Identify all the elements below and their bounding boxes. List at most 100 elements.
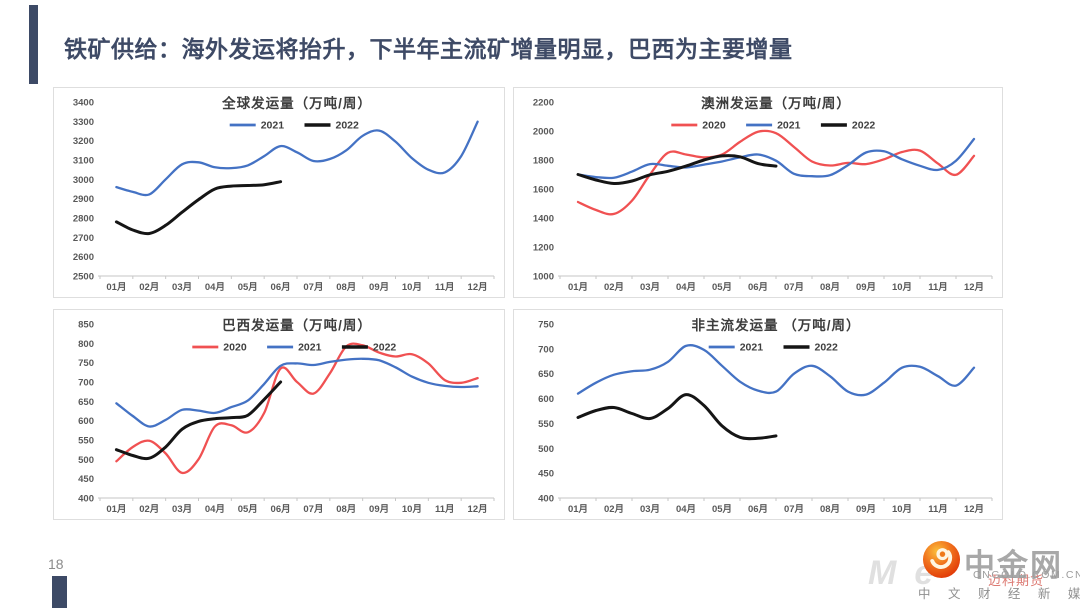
- y-axis-label: 2800: [73, 214, 94, 225]
- chart-brazil-shipments: 巴西发运量（万吨/周） 400 450 500 550 600 650 700 750 800 85…: [78, 317, 495, 515]
- chart-global-shipments: 全球发运量（万吨/周） 2500 2600 2700 2800 2900 3000 3100 3…: [73, 95, 495, 293]
- cngold-logo: Me 迈科期货 中金网 CNGOLD.COM.CN 中 文 财 经 新 媒 体: [860, 538, 1080, 602]
- y-axis-label: 1800: [533, 156, 554, 167]
- x-axis-label: 10月: [892, 282, 912, 293]
- legend-label-2020: 2020: [702, 120, 726, 132]
- x-axis-label: 06月: [271, 282, 291, 293]
- y-axis-label: 500: [538, 444, 554, 455]
- x-axis-label: 04月: [205, 282, 225, 293]
- x-axis-label: 03月: [640, 504, 660, 515]
- x-axis-label: 02月: [139, 504, 159, 515]
- y-axis-label: 1400: [533, 214, 554, 225]
- y-axis-label: 2000: [533, 127, 554, 138]
- x-axis-label: 11月: [435, 504, 455, 515]
- series-line-2022: [114, 180, 283, 236]
- x-axis-label: 06月: [748, 504, 768, 515]
- y-axis-label: 550: [538, 419, 554, 430]
- x-axis-label: 07月: [784, 504, 804, 515]
- x-axis-label: 02月: [604, 504, 624, 515]
- y-axis-label: 700: [78, 378, 94, 389]
- y-axis-label: 400: [538, 494, 554, 505]
- x-axis-label: 11月: [928, 504, 948, 515]
- x-axis-label: 05月: [238, 504, 258, 515]
- series-line-2021: [115, 120, 479, 197]
- x-axis-label: 08月: [336, 504, 356, 515]
- y-axis-label: 2500: [73, 272, 94, 283]
- x-axis-label: 05月: [712, 504, 732, 515]
- x-axis-label: 07月: [784, 282, 804, 293]
- chart-panel-brazil-shipments: 巴西发运量（万吨/周） 400 450 500 550 600 650 700 750 800 85…: [53, 309, 505, 520]
- x-axis-label: 10月: [402, 282, 422, 293]
- series-line-2022: [576, 154, 778, 186]
- y-axis-label: 1000: [533, 272, 554, 283]
- y-axis-label: 550: [78, 436, 94, 447]
- x-axis-label: 06月: [748, 282, 768, 293]
- y-axis-label: 2200: [533, 98, 554, 109]
- x-axis-label: 04月: [205, 504, 225, 515]
- series-line-2020: [576, 129, 976, 216]
- x-axis-label: 07月: [303, 282, 323, 293]
- footer-accent-bar: [52, 576, 67, 608]
- y-axis-label: 3200: [73, 136, 94, 147]
- legend-label-2021: 2021: [777, 120, 801, 132]
- x-axis-label: 03月: [172, 282, 192, 293]
- legend-label-2022: 2022: [373, 342, 397, 354]
- y-axis-label: 850: [78, 320, 94, 331]
- legend-label-2022: 2022: [815, 342, 839, 354]
- y-axis-label: 3000: [73, 175, 94, 186]
- chart-panel-australia-shipments: 澳洲发运量（万吨/周） 1000 1200 1400 1600 1800 2000 2200 0…: [513, 87, 1003, 298]
- x-axis-label: 12月: [964, 282, 984, 293]
- x-axis-label: 02月: [139, 282, 159, 293]
- x-axis-label: 03月: [172, 504, 192, 515]
- y-axis-label: 750: [78, 358, 94, 369]
- x-axis-label: 04月: [676, 504, 696, 515]
- brand-tagline: 中 文 财 经 新 媒 体: [918, 587, 1080, 601]
- y-axis-label: 650: [78, 397, 94, 408]
- legend-label-2021: 2021: [261, 120, 285, 132]
- x-axis-label: 10月: [892, 504, 912, 515]
- series-line-2021: [576, 344, 976, 397]
- y-axis-label: 1600: [533, 185, 554, 196]
- y-axis-label: 450: [78, 474, 94, 485]
- x-axis-label: 04月: [676, 282, 696, 293]
- series-line-2022: [114, 380, 283, 461]
- y-axis-label: 700: [538, 344, 554, 355]
- series-line-2021: [576, 137, 976, 180]
- y-axis-label: 2700: [73, 233, 94, 244]
- x-axis-label: 10月: [402, 504, 422, 515]
- x-axis-label: 08月: [336, 282, 356, 293]
- y-axis-label: 3300: [73, 117, 94, 128]
- x-axis-label: 11月: [928, 282, 948, 293]
- x-axis-label: 03月: [640, 282, 660, 293]
- legend-label-2021: 2021: [298, 342, 322, 354]
- series-line-2022: [576, 393, 778, 441]
- x-axis-label: 08月: [820, 504, 840, 515]
- x-axis-label: 01月: [568, 504, 588, 515]
- page-title: 铁矿供给：海外发运将抬升，下半年主流矿增量明显，巴西为主要增量: [64, 36, 793, 62]
- x-axis-label: 09月: [856, 504, 876, 515]
- legend-label-2022: 2022: [336, 120, 360, 132]
- chart-panel-non-mainstream-shipments: 非主流发运量 （万吨/周） 400 450 500 550 600 650 700 750 01月…: [513, 309, 1003, 520]
- x-axis-label: 01月: [106, 282, 126, 293]
- cngold-logo-icon: [922, 540, 961, 579]
- chart-non-mainstream-shipments: 非主流发运量 （万吨/周） 400 450 500 550 600 650 700 750 01月…: [538, 317, 993, 515]
- x-axis-label: 09月: [856, 282, 876, 293]
- brand-domain: CNGOLD.COM.CN: [973, 569, 1080, 581]
- watermark-latin: Me: [868, 554, 952, 592]
- series-line-2020: [115, 342, 479, 475]
- y-axis-label: 600: [538, 394, 554, 405]
- y-axis-label: 3400: [73, 98, 94, 109]
- x-axis-label: 01月: [568, 282, 588, 293]
- x-axis-label: 01月: [106, 504, 126, 515]
- y-axis-label: 650: [538, 369, 554, 380]
- x-axis-label: 09月: [369, 282, 389, 293]
- watermark-chinese: 迈科期货: [988, 573, 1045, 588]
- x-axis-label: 02月: [604, 282, 624, 293]
- x-axis-label: 06月: [271, 504, 291, 515]
- y-axis-label: 2900: [73, 194, 94, 205]
- y-axis-label: 400: [78, 494, 94, 505]
- y-axis-label: 1200: [533, 243, 554, 254]
- x-axis-label: 12月: [964, 504, 984, 515]
- y-axis-label: 2600: [73, 252, 94, 263]
